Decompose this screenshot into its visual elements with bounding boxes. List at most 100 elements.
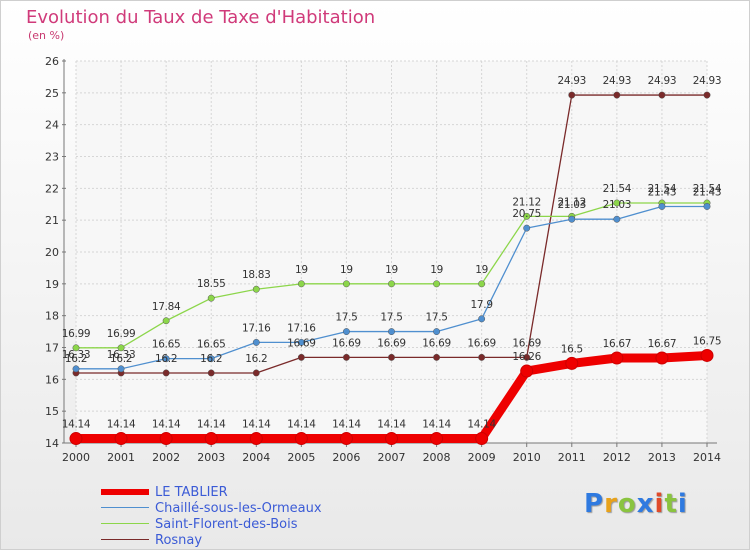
data-label: 14.14 xyxy=(332,419,361,431)
data-label: 20.75 xyxy=(512,208,541,220)
y-tick-label: 19 xyxy=(45,278,59,291)
data-label: 19 xyxy=(475,264,488,276)
data-point xyxy=(342,328,350,336)
data-label: 17.5 xyxy=(425,312,447,324)
x-tick-label: 2013 xyxy=(648,451,676,464)
legend-label: LE TABLIER xyxy=(155,485,228,500)
data-point xyxy=(568,215,576,223)
y-tick-label: 15 xyxy=(45,405,59,418)
data-point xyxy=(114,432,128,446)
legend-swatch xyxy=(101,539,149,540)
y-tick-label: 18 xyxy=(45,310,59,323)
data-point xyxy=(388,328,395,336)
logo-letter: i xyxy=(677,489,688,519)
logo-letter: P xyxy=(584,489,605,519)
data-label: 14.14 xyxy=(197,419,226,431)
data-label: 17.84 xyxy=(152,301,181,313)
data-label: 19 xyxy=(295,264,308,276)
x-tick-label: 2007 xyxy=(378,451,406,464)
y-tick-label: 26 xyxy=(45,55,59,68)
data-label: 21.43 xyxy=(693,186,722,198)
data-label: 17.5 xyxy=(335,312,357,324)
y-tick-label: 25 xyxy=(45,87,59,100)
data-point xyxy=(385,432,398,446)
data-point xyxy=(207,294,215,302)
data-point xyxy=(658,91,666,99)
data-point xyxy=(159,432,173,446)
data-label: 16.33 xyxy=(107,349,136,361)
legend-swatch xyxy=(101,523,149,524)
data-point xyxy=(207,369,215,377)
data-label: 24.93 xyxy=(648,75,677,87)
data-point xyxy=(613,215,621,223)
data-point xyxy=(700,348,714,362)
logo-letter: x xyxy=(636,489,655,519)
legend-swatch xyxy=(101,507,149,508)
data-label: 14.14 xyxy=(422,419,451,431)
data-label: 16.2 xyxy=(65,353,87,365)
y-tick-label: 22 xyxy=(45,182,59,195)
x-tick-label: 2010 xyxy=(513,451,541,464)
x-tick-label: 2001 xyxy=(107,451,135,464)
data-label: 14.14 xyxy=(377,419,406,431)
data-label: 21.54 xyxy=(693,183,722,195)
data-label: 21.03 xyxy=(558,199,587,211)
data-label: 21.54 xyxy=(648,183,677,195)
y-tick-label: 17 xyxy=(45,342,59,355)
data-point xyxy=(297,280,305,288)
data-point xyxy=(433,280,441,288)
data-point xyxy=(252,369,260,377)
x-tick-label: 2000 xyxy=(62,451,90,464)
data-label: 16.69 xyxy=(422,337,451,349)
y-tick-label: 21 xyxy=(45,214,59,227)
x-tick-label: 2004 xyxy=(242,451,270,464)
data-point xyxy=(565,356,579,370)
legend-swatch xyxy=(101,489,149,495)
data-point xyxy=(703,203,711,210)
data-label: 21.12 xyxy=(558,196,587,208)
x-tick-label: 2005 xyxy=(287,451,315,464)
data-label: 16.99 xyxy=(107,328,136,340)
data-label: 16.69 xyxy=(467,337,496,349)
data-label: 16.69 xyxy=(332,337,361,349)
data-point xyxy=(252,285,260,293)
data-label: 24.93 xyxy=(603,75,632,87)
data-point xyxy=(388,280,395,288)
data-label: 14.14 xyxy=(107,419,136,431)
data-point xyxy=(613,199,621,207)
data-point xyxy=(117,365,125,373)
data-label: 21.03 xyxy=(603,199,632,211)
data-label: 16.75 xyxy=(693,335,722,347)
data-label: 24.93 xyxy=(558,75,587,87)
data-label: 14.14 xyxy=(62,419,91,431)
data-label: 16.65 xyxy=(152,339,181,351)
chart-title: Evolution du Taux de Taxe d'Habitation xyxy=(26,7,376,28)
data-label: 19 xyxy=(340,264,353,276)
data-label: 16.2 xyxy=(110,353,132,365)
data-point xyxy=(478,280,486,288)
data-label: 21.12 xyxy=(512,196,541,208)
data-label: 19 xyxy=(430,264,443,276)
data-point xyxy=(207,355,215,363)
x-tick-label: 2009 xyxy=(468,451,496,464)
data-label: 16.5 xyxy=(561,343,583,355)
legend-label: Rosnay xyxy=(155,533,203,548)
data-point xyxy=(297,338,305,346)
data-point xyxy=(433,353,441,361)
x-tick-label: 2008 xyxy=(423,451,451,464)
data-label: 16.69 xyxy=(287,337,316,349)
data-point xyxy=(568,91,576,99)
data-point xyxy=(294,432,308,446)
data-label: 17.9 xyxy=(471,299,493,311)
data-label: 19 xyxy=(385,264,398,276)
data-point xyxy=(520,364,534,378)
data-point xyxy=(478,353,486,361)
data-point xyxy=(478,315,486,323)
x-tick-label: 2014 xyxy=(693,451,721,464)
data-label: 16.69 xyxy=(377,337,406,349)
data-point xyxy=(430,432,444,446)
data-label: 14.14 xyxy=(242,419,271,431)
data-label: 14.14 xyxy=(152,419,181,431)
